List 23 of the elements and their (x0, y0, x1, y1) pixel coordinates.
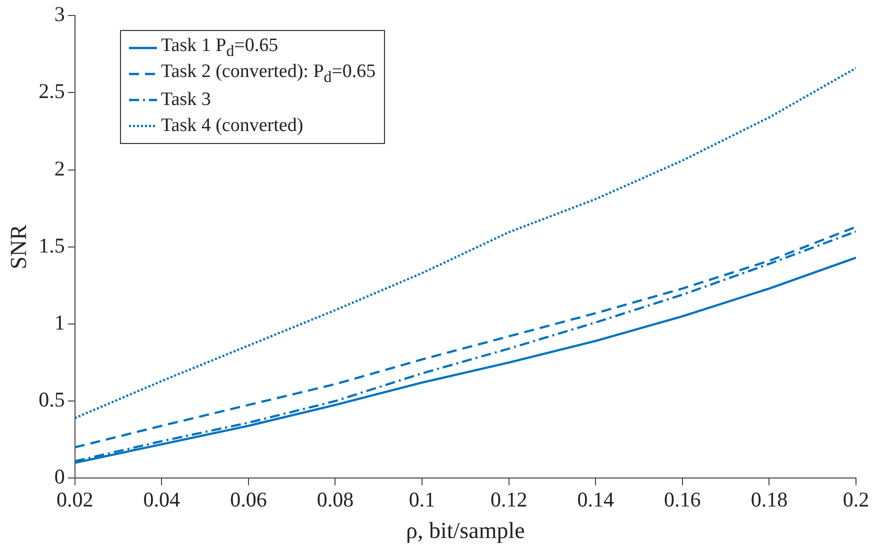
legend-label: Task 1 P$_{d}$=0.65 (161, 35, 278, 61)
x-tick-label: 0.2 (842, 487, 870, 512)
legend-label: Task 2 (converted): P$_{d}$=0.65 (161, 61, 376, 87)
x-tick-label: 0.04 (143, 487, 181, 512)
x-tick-label: 0.02 (56, 487, 94, 512)
y-tick-label: 2 (54, 156, 65, 180)
y-axis-title: SNR (6, 224, 31, 270)
x-tick-label: 0.06 (230, 487, 267, 512)
x-tick-label: 0.12 (490, 487, 528, 512)
y-tick-label: 3 (54, 2, 65, 26)
legend-label: Task 3 (161, 89, 211, 111)
legend-label: Task 4 (converted) (161, 115, 304, 137)
y-tick-label: 0.5 (38, 388, 65, 412)
x-tick-label: 0.16 (664, 487, 701, 512)
x-tick-label: 0.08 (316, 487, 354, 512)
y-tick-label: 1 (54, 310, 65, 335)
x-axis-title: ρ, bit/sample (406, 518, 525, 544)
y-tick-label: 0 (54, 464, 65, 489)
x-tick-label: 0.14 (577, 487, 614, 512)
y-tick-label: 2.5 (38, 79, 65, 104)
y-tick-label: 1.5 (38, 233, 65, 258)
x-tick-label: 0.1 (408, 487, 436, 512)
x-tick-label: 0.18 (750, 487, 788, 512)
